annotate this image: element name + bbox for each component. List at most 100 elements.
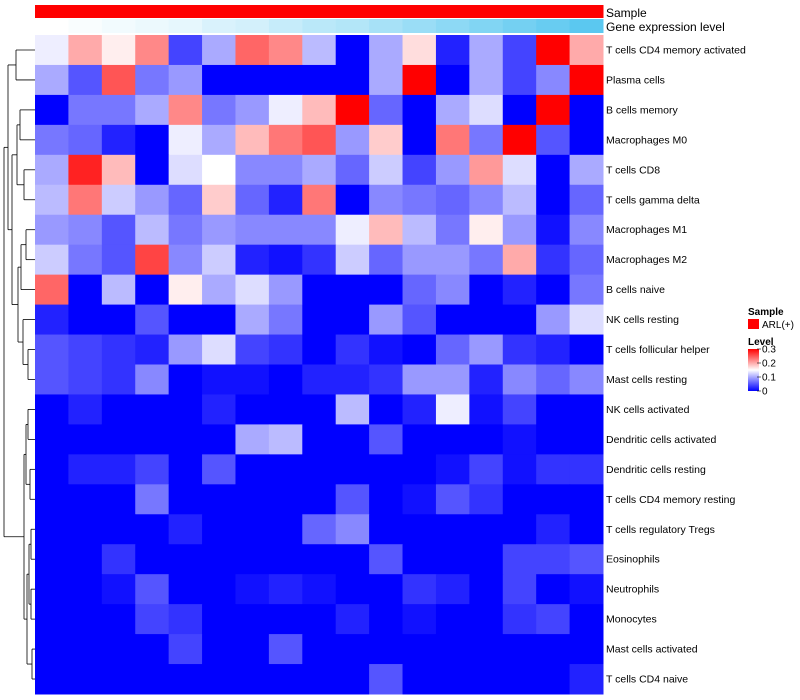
heatmap-cell bbox=[435, 334, 470, 365]
heatmap-cell bbox=[35, 334, 69, 365]
sample-annotation-track bbox=[35, 5, 604, 18]
row-label: T cells regulatory Tregs bbox=[606, 524, 715, 536]
heatmap-cell bbox=[335, 364, 370, 395]
heatmap-cell bbox=[202, 184, 236, 216]
heatmap-cell bbox=[302, 544, 337, 575]
sample-track-cell bbox=[268, 5, 303, 18]
heatmap-cell bbox=[68, 154, 103, 186]
heatmap-cell bbox=[302, 424, 337, 455]
heatmap-cell bbox=[68, 64, 103, 96]
heatmap-cell bbox=[569, 304, 604, 336]
heatmap-cell bbox=[435, 94, 470, 126]
heatmap-cell bbox=[402, 214, 437, 246]
heatmap-cell bbox=[536, 484, 571, 515]
heatmap-cell bbox=[202, 544, 236, 575]
heatmap-cell bbox=[135, 544, 170, 575]
heatmap-cell bbox=[335, 124, 370, 156]
heatmap-cell bbox=[168, 35, 203, 66]
heatmap-cell bbox=[101, 274, 136, 306]
row-label: Neutrophils bbox=[606, 584, 659, 596]
heatmap-cell bbox=[235, 544, 270, 575]
heatmap-cell bbox=[435, 514, 470, 545]
heatmap-cell bbox=[435, 574, 470, 605]
heatmap-cell bbox=[469, 394, 504, 425]
heatmap-cell bbox=[536, 35, 571, 66]
heatmap-cell bbox=[335, 394, 370, 425]
heatmap-cell bbox=[268, 424, 303, 455]
heatmap-cell bbox=[202, 94, 236, 126]
row-label: T cells gamma delta bbox=[606, 194, 700, 206]
heatmap-cell bbox=[435, 604, 470, 635]
heatmap-cell bbox=[202, 274, 236, 306]
heatmap-cell bbox=[202, 154, 236, 186]
heatmap-cell bbox=[68, 334, 103, 365]
level-tick-label: 0.1 bbox=[762, 373, 776, 384]
heatmap-cell bbox=[536, 634, 571, 665]
heatmap-cell bbox=[68, 394, 103, 425]
heatmap-cell bbox=[135, 454, 170, 485]
heatmap-cell bbox=[469, 544, 504, 575]
heatmap-cell bbox=[202, 634, 236, 665]
heatmap-cell bbox=[402, 514, 437, 545]
heatmap-cell bbox=[435, 484, 470, 515]
heatmap-cell bbox=[35, 214, 69, 246]
heatmap-cell bbox=[435, 394, 470, 425]
heatmap-cell bbox=[469, 184, 504, 216]
heatmap-cell bbox=[335, 64, 370, 96]
heatmap-cell bbox=[502, 35, 537, 66]
heatmap-cell bbox=[402, 364, 437, 395]
heatmap-cell bbox=[268, 274, 303, 306]
heatmap-cell bbox=[68, 574, 103, 605]
heatmap-cell bbox=[268, 394, 303, 425]
heatmap-cell bbox=[202, 214, 236, 246]
heatmap-cell bbox=[335, 574, 370, 605]
sample-track-cell bbox=[369, 5, 404, 18]
heatmap-cell bbox=[135, 94, 170, 126]
heatmap-cell bbox=[168, 484, 203, 515]
row-label: Macrophages M1 bbox=[606, 224, 687, 236]
heatmap-cell bbox=[569, 35, 604, 66]
heatmap-cell bbox=[569, 94, 604, 126]
heatmap-cell bbox=[35, 184, 69, 216]
heatmap-cell bbox=[68, 544, 103, 575]
heatmap-cell bbox=[435, 454, 470, 485]
heatmap-cell bbox=[569, 544, 604, 575]
heatmap-cell bbox=[402, 274, 437, 306]
heatmap-cell bbox=[569, 604, 604, 635]
heatmap-cell bbox=[68, 454, 103, 485]
heatmap-cell bbox=[302, 214, 337, 246]
heatmap-cell bbox=[101, 484, 136, 515]
heatmap-cell bbox=[101, 244, 136, 276]
sample-track-cell bbox=[435, 5, 470, 18]
heatmap-cell bbox=[469, 424, 504, 455]
heatmap-cell bbox=[502, 664, 537, 695]
heatmap-cell bbox=[402, 394, 437, 425]
heatmap-cell bbox=[168, 424, 203, 455]
heatmap-cell bbox=[68, 304, 103, 336]
row-label: Mast cells activated bbox=[606, 644, 698, 656]
heatmap-cell bbox=[35, 394, 69, 425]
heatmap-cell bbox=[502, 64, 537, 96]
legend-level-ticks: 0 0.1 0.2 0.3 bbox=[757, 345, 776, 398]
heatmap-cell bbox=[168, 154, 203, 186]
heatmap-cell bbox=[168, 64, 203, 96]
heatmap-cell bbox=[268, 64, 303, 96]
heatmap-cell bbox=[335, 664, 370, 695]
heatmap-cell bbox=[302, 514, 337, 545]
heatmap-cell bbox=[101, 454, 136, 485]
heatmap-cell bbox=[335, 94, 370, 126]
heatmap-cell bbox=[569, 664, 604, 695]
heatmap-cell bbox=[435, 244, 470, 276]
heatmap-cell bbox=[101, 304, 136, 336]
heatmap-cell bbox=[235, 574, 270, 605]
heatmap-cell bbox=[202, 454, 236, 485]
heatmap-cell bbox=[335, 484, 370, 515]
heatmap-cell bbox=[335, 244, 370, 276]
heatmap-cell bbox=[35, 35, 69, 66]
heatmap-cell bbox=[68, 94, 103, 126]
heatmap-cell bbox=[402, 544, 437, 575]
heatmap-cell bbox=[101, 634, 136, 665]
legend-level-colorbar bbox=[748, 349, 759, 391]
heatmap-cell bbox=[502, 394, 537, 425]
heatmap-cell bbox=[235, 124, 270, 156]
